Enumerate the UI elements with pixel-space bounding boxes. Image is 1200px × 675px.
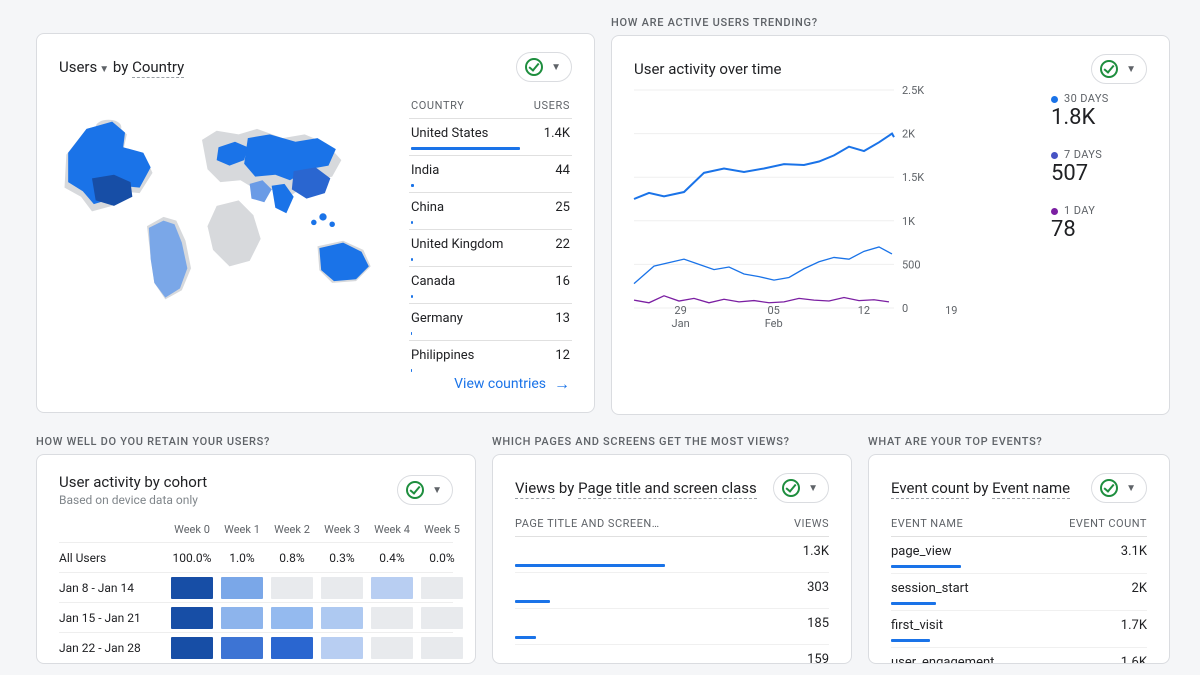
card-title: User activity by cohort: [59, 473, 207, 491]
card-title[interactable]: Users▼ by Country: [59, 58, 184, 76]
svg-text:500: 500: [902, 258, 921, 271]
status-pill[interactable]: ▼: [1091, 54, 1147, 84]
column-header: EVENT COUNT: [1069, 517, 1147, 530]
table-row[interactable]: user_engagement1.6K: [891, 648, 1147, 664]
dimension-selector[interactable]: Page title and screen class: [578, 479, 757, 499]
check-circle-icon: [1100, 60, 1118, 78]
table-row[interactable]: 185: [515, 609, 829, 645]
table-row[interactable]: Germany13: [409, 303, 572, 340]
card-title[interactable]: Event count by Event name: [891, 479, 1070, 497]
chevron-down-icon: ▼: [804, 483, 822, 494]
dimension-selector[interactable]: Country: [132, 58, 184, 78]
legend-item: 1 DAY78: [1051, 204, 1147, 242]
card-title: User activity over time: [634, 60, 781, 78]
table-row[interactable]: China25: [409, 192, 572, 229]
table-row[interactable]: session_start2K: [891, 574, 1147, 611]
svg-text:2.5K: 2.5K: [902, 84, 924, 97]
check-circle-icon: [782, 479, 800, 497]
section-heading: WHICH PAGES AND SCREENS GET THE MOST VIE…: [492, 435, 852, 448]
check-circle-icon: [525, 58, 543, 76]
chevron-down-icon: ▼: [1122, 64, 1140, 75]
table-row[interactable]: United States1.4K: [409, 118, 572, 155]
card-subtitle: Based on device data only: [59, 493, 207, 507]
section-heading: HOW ARE ACTIVE USERS TRENDING?: [611, 16, 1170, 29]
metric-selector[interactable]: Views: [515, 479, 555, 499]
status-pill[interactable]: ▼: [1091, 473, 1147, 503]
arrow-right-icon: →: [554, 374, 570, 394]
column-header: VIEWS: [794, 517, 829, 530]
x-tick: 19: [945, 304, 957, 330]
check-circle-icon: [1100, 479, 1118, 497]
table-row[interactable]: Canada16: [409, 266, 572, 303]
table-row[interactable]: Philippines12: [409, 340, 572, 377]
cohort-row[interactable]: Jan 22 - Jan 28: [59, 632, 453, 662]
dimension-selector[interactable]: Event name: [992, 479, 1070, 499]
card-user-activity: User activity over time ▼ 2.5K 2K 1.5K 1K 50…: [611, 35, 1170, 415]
metric-selector[interactable]: Event count: [891, 479, 969, 499]
cohort-row-all[interactable]: All Users100.0%1.0%0.8%0.3%0.4%0.0%: [59, 542, 453, 572]
x-tick: 05Feb: [765, 304, 783, 330]
table-row[interactable]: 159: [515, 645, 829, 664]
chevron-down-icon: ▼: [428, 485, 446, 496]
check-circle-icon: [406, 481, 424, 499]
legend-item: 7 DAYS507: [1051, 148, 1147, 186]
table-row[interactable]: 303: [515, 573, 829, 609]
svg-text:2K: 2K: [902, 128, 915, 141]
card-users-by-country: Users▼ by Country ▼: [36, 33, 595, 413]
svg-text:1K: 1K: [902, 215, 915, 228]
svg-text:1.5K: 1.5K: [902, 171, 924, 184]
column-header: EVENT NAME: [891, 517, 963, 530]
column-header-country: COUNTRY: [411, 99, 464, 112]
status-pill[interactable]: ▼: [397, 475, 453, 505]
column-header: PAGE TITLE AND SCREEN…: [515, 517, 660, 530]
section-heading: HOW WELL DO YOU RETAIN YOUR USERS?: [36, 435, 476, 448]
card-cohort: User activity by cohort Based on device …: [36, 454, 476, 664]
table-row[interactable]: India44: [409, 155, 572, 192]
section-heading: WHAT ARE YOUR TOP EVENTS?: [868, 435, 1170, 448]
status-pill[interactable]: ▼: [516, 52, 572, 82]
chevron-down-icon: ▼: [1122, 483, 1140, 494]
view-countries-link[interactable]: View countries →: [454, 374, 570, 394]
legend-item: 30 DAYS1.8K: [1051, 92, 1147, 130]
cohort-row[interactable]: Jan 15 - Jan 21: [59, 602, 453, 632]
card-events: Event count by Event name ▼ EVENT NAME E…: [868, 454, 1170, 664]
chevron-down-icon: ▼: [99, 64, 109, 75]
table-row[interactable]: 1.3K: [515, 537, 829, 573]
status-pill[interactable]: ▼: [773, 473, 829, 503]
table-row[interactable]: United Kingdom22: [409, 229, 572, 266]
card-title[interactable]: Views by Page title and screen class: [515, 479, 757, 497]
table-row[interactable]: first_visit1.7K: [891, 611, 1147, 648]
line-chart[interactable]: 2.5K2K1.5K1K5000 29Jan05Feb1219: [634, 90, 1037, 330]
country-table: COUNTRY USERS United States1.4KIndia44Ch…: [409, 92, 572, 377]
metric-selector[interactable]: Users: [59, 58, 97, 76]
chevron-down-icon: ▼: [547, 62, 565, 73]
cohort-row[interactable]: Jan 8 - Jan 14: [59, 572, 453, 602]
column-header-users: USERS: [534, 99, 570, 112]
x-tick: 12: [858, 304, 870, 330]
x-tick: 29Jan: [672, 304, 690, 330]
cohort-table: Week 0Week 1Week 2Week 3Week 4Week 5 All…: [59, 523, 453, 662]
world-map[interactable]: [59, 92, 389, 318]
card-pages: Views by Page title and screen class ▼ P…: [492, 454, 852, 664]
table-row[interactable]: page_view3.1K: [891, 537, 1147, 574]
